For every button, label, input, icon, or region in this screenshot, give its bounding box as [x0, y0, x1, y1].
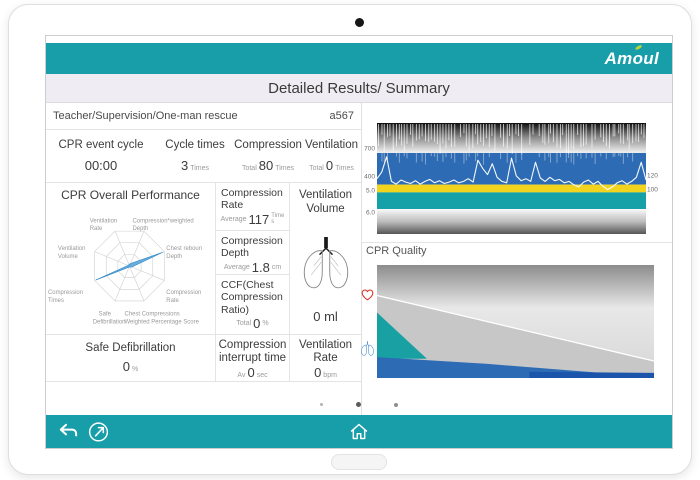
- compression-rate-cell: Compression Rate Average 117 Time s: [216, 183, 289, 231]
- heart-icon: [361, 289, 374, 301]
- ccf-label: CCF(Chest Compression Ratio): [221, 278, 283, 316]
- ventilation-total-col: Ventilation Total 0 Times: [302, 130, 361, 182]
- event-cycle-label: CPR event cycle: [58, 139, 144, 152]
- logo-part1: Am: [604, 48, 633, 68]
- compression-total-col: Compression Total 80 Times: [234, 130, 302, 182]
- tablet-frame: Amoul Detailed Results/ Summary Teacher/…: [8, 4, 692, 475]
- performance-grid: CPR Overall Performance Ventilation Rate C…: [46, 183, 361, 335]
- front-camera-dot: [355, 18, 364, 27]
- cpr-event-cycle-col: CPR event cycle 00:00: [46, 130, 156, 182]
- home-button[interactable]: [349, 421, 370, 442]
- svg-text:Depth: Depth: [166, 254, 182, 260]
- lungs-small-icon: [361, 341, 374, 356]
- ccf-value: Total 0%: [236, 316, 269, 331]
- cycle-times-label: Cycle times: [165, 139, 225, 152]
- session-row: Teacher/Supervision/One-man rescue a567: [46, 103, 361, 130]
- compression-trend-svg: [377, 123, 646, 234]
- ventilation-total-value: Total 0 Times: [309, 157, 354, 173]
- svg-text:Rate: Rate: [166, 298, 179, 304]
- share-button[interactable]: [86, 419, 111, 444]
- home-icon: [350, 423, 368, 440]
- compression-depth-label: Compression Depth: [221, 234, 283, 260]
- bottom-nav-bar: [46, 415, 672, 448]
- svg-text:Safe: Safe: [99, 312, 112, 318]
- compression-rate-value: Average 117 Time s: [220, 211, 285, 227]
- trend-left-axis-labels: 700 400 5.0 6.0: [364, 145, 375, 217]
- charts-panel: 700 400 5.0 6.0 120 100 CPR Quality: [361, 103, 672, 415]
- svg-text:Times: Times: [48, 298, 64, 304]
- trend-right-axis-labels: 120 100: [647, 172, 658, 194]
- pagination-dots: [46, 402, 672, 407]
- page-dot-3[interactable]: [394, 402, 398, 407]
- compression-metrics-col: Compression Rate Average 117 Time s Compres…: [215, 183, 290, 334]
- svg-text:Volume: Volume: [58, 254, 79, 260]
- screen-top-gap: [46, 36, 672, 43]
- ventilation-volume-label: Ventilation Volume: [298, 189, 353, 215]
- ventilation-rate-label: Ventilation Rate: [298, 339, 353, 365]
- svg-text:Chest reboun: Chest reboun: [166, 246, 202, 252]
- right-panel-divider: [362, 242, 672, 243]
- safe-defibrillation-cell: Safe Defibrillation 0%: [46, 335, 215, 381]
- amoul-logo: Amoul: [605, 49, 659, 69]
- svg-text:Rate: Rate: [90, 226, 103, 232]
- ventilation-rate-cell: Ventilation Rate 0 bpm: [290, 335, 361, 381]
- app-screen: Amoul Detailed Results/ Summary Teacher/…: [45, 35, 673, 449]
- session-id: a567: [329, 110, 354, 122]
- page-dot-2-active[interactable]: [356, 402, 361, 407]
- session-mode-label: Teacher/Supervision/One-man rescue: [53, 110, 238, 122]
- cpr-quality-chart: [361, 265, 654, 378]
- lungs-icon: [303, 236, 348, 289]
- overall-performance-radar-chart: Ventilation Rate Compression*weighted Depth…: [48, 218, 202, 326]
- cycle-summary-row: CPR event cycle 00:00 Cycle times 3 Times…: [46, 130, 361, 183]
- event-cycle-value: 00:00: [84, 157, 118, 173]
- compression-interrupt-cell: Compression interrupt time Av 0 sec: [215, 335, 290, 381]
- svg-text:Defibrillation: Defibrillation: [93, 320, 126, 326]
- title-bar: Detailed Results/ Summary: [46, 74, 672, 103]
- svg-text:Compression*weighted: Compression*weighted: [132, 218, 193, 224]
- ventilation-rate-value: 0 bpm: [314, 365, 337, 381]
- cycle-times-value: 3 Times: [180, 157, 210, 173]
- logo-part2: ul: [643, 48, 659, 68]
- svg-text:Ventilation: Ventilation: [90, 218, 117, 224]
- ventilation-volume-value: 0 ml: [313, 309, 338, 324]
- bottom-metrics-row: Safe Defibrillation 0% Compression inter…: [46, 335, 361, 382]
- compression-rate-label: Compression Rate: [221, 187, 283, 212]
- time-per-s-unit: Time s: [271, 212, 285, 226]
- compression-depth-value: Average 1.8 cm: [223, 259, 282, 275]
- back-arrow-icon: [59, 423, 78, 437]
- svg-text:Compression: Compression: [166, 290, 201, 296]
- overall-performance-col: CPR Overall Performance Ventilation Rate C…: [46, 183, 215, 334]
- cycle-times-col: Cycle times 3 Times: [156, 130, 234, 182]
- ventilation-label: Ventilation: [304, 139, 359, 152]
- back-button[interactable]: [56, 420, 79, 443]
- logo-accented-o: o: [632, 48, 644, 68]
- safe-defibrillation-value: 0%: [122, 358, 139, 374]
- svg-text:Compression: Compression: [48, 290, 83, 296]
- compression-interrupt-label: Compression interrupt time: [218, 339, 287, 365]
- compression-total-value: Total 80 Times: [241, 157, 295, 173]
- page-dot-1[interactable]: [320, 403, 323, 406]
- page-title: Detailed Results/ Summary: [268, 79, 450, 97]
- compression-interrupt-value: Av 0 sec: [237, 365, 268, 381]
- overall-performance-title: CPR Overall Performance: [61, 188, 200, 202]
- ccf-cell: CCF(Chest Compression Ratio) Total 0%: [216, 275, 289, 334]
- share-icon: [88, 422, 109, 442]
- svg-text:Depth: Depth: [132, 226, 148, 232]
- home-button-slot: [331, 454, 387, 470]
- compression-depth-cell: Compression Depth Average 1.8 cm: [216, 231, 289, 275]
- content-area: Teacher/Supervision/One-man rescue a567 …: [46, 103, 672, 415]
- ventilation-volume-cell: Ventilation Volume 0 ml: [290, 183, 361, 334]
- compression-trend-chart: 700 400 5.0 6.0 120 100: [364, 123, 658, 234]
- cpr-quality-svg: [377, 265, 654, 378]
- svg-text:Weighted Percentage Score: Weighted Percentage Score: [125, 320, 200, 326]
- cpr-quality-title: CPR Quality: [366, 245, 427, 257]
- svg-text:Ventilation: Ventilation: [58, 246, 85, 252]
- results-panel: Teacher/Supervision/One-man rescue a567 …: [46, 103, 362, 415]
- svg-text:Chest Compressions: Chest Compressions: [125, 312, 180, 318]
- compression-label: Compression: [234, 139, 302, 152]
- brand-header: Amoul: [46, 43, 672, 74]
- safe-defibrillation-label: Safe Defibrillation: [85, 342, 176, 355]
